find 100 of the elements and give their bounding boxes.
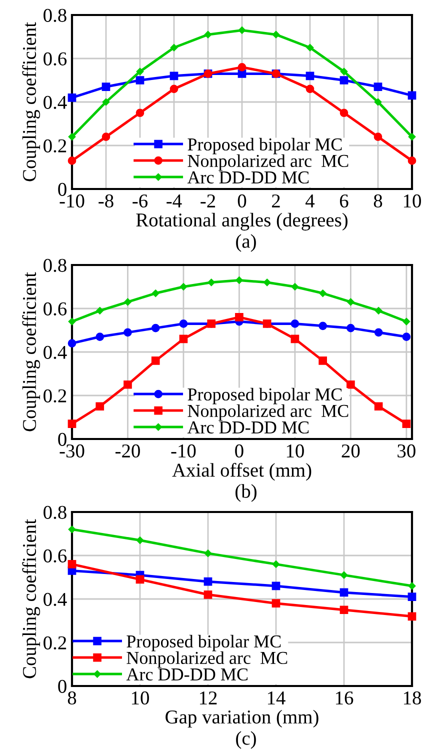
point: [68, 156, 76, 165]
point: [319, 290, 326, 297]
point: [291, 283, 299, 290]
legend-label: Arc DD-DD MC: [126, 668, 248, 681]
point: [272, 582, 280, 590]
x-tick-label: -30: [60, 444, 84, 458]
point: [272, 599, 280, 608]
point: [96, 307, 104, 314]
point: [124, 328, 132, 337]
point: [204, 577, 212, 586]
x-tick-label: 30: [398, 444, 416, 458]
y-tick-label: 0.2: [44, 389, 66, 403]
point: [151, 356, 160, 365]
text: (c): [236, 731, 256, 749]
point: [96, 402, 104, 411]
x-tick-label: 10: [132, 691, 149, 705]
point: [340, 108, 348, 118]
point: [408, 612, 416, 621]
point: [272, 560, 280, 568]
y-axis-title: Coupling coefficient: [22, 272, 40, 432]
point: [124, 298, 132, 306]
x-tick-label: -6: [132, 194, 148, 208]
point: [179, 334, 188, 344]
point: [402, 332, 411, 341]
legend-label: Proposed bipolar MC: [188, 138, 342, 154]
point: [170, 72, 178, 80]
point: [306, 84, 314, 94]
point: [96, 332, 104, 341]
point: [238, 26, 246, 34]
y-axis-title: Coupling coefficient: [22, 22, 40, 182]
x-tick-label: 16: [336, 691, 354, 705]
point: [170, 44, 178, 52]
point: [408, 592, 416, 601]
point: [180, 283, 188, 290]
point: [102, 82, 110, 91]
y-tick-label: 0.2: [44, 139, 66, 153]
point: [272, 30, 280, 38]
y-tick-label: 0.4: [44, 346, 67, 360]
x-axis-title: Rotational angles (degrees): [136, 212, 348, 231]
y-tick-label: 0.4: [44, 96, 67, 110]
x-tick-label: -10: [171, 444, 196, 458]
x-tick-label: -8: [98, 194, 114, 208]
x-tick-label: -20: [116, 444, 140, 458]
y-tick-label: 0: [58, 182, 66, 196]
y-tick-label: 0.6: [44, 302, 67, 316]
legend-label: Nonpolarized arc MC: [126, 651, 288, 668]
y-tick-label: 0.8: [44, 258, 66, 272]
point: [408, 582, 416, 590]
point: [235, 313, 244, 322]
point: [346, 324, 355, 332]
point: [68, 318, 76, 326]
point: [290, 334, 300, 344]
legend-label: Arc DD-DD MC: [187, 171, 309, 184]
point: [68, 560, 76, 568]
point: [408, 133, 416, 140]
point: [68, 93, 76, 102]
point: [340, 571, 348, 579]
x-tick-label: 14: [268, 692, 286, 704]
point: [374, 82, 382, 91]
y-tick-label: 0.8: [44, 8, 66, 22]
point: [340, 588, 348, 597]
point: [136, 76, 144, 84]
point: [170, 84, 178, 94]
x-tick-label: -10: [60, 194, 84, 208]
legend-label: Proposed bipolar MC: [188, 388, 342, 404]
point: [347, 298, 354, 306]
point: [340, 606, 348, 614]
x-tick-label: 6: [340, 194, 348, 208]
x-tick-label: 18: [404, 691, 421, 705]
x-tick-label: 10: [404, 194, 421, 208]
x-tick-label: -2: [200, 194, 216, 208]
x-tick-label: 4: [306, 194, 315, 208]
legend-label: Nonpolarized arc MC: [188, 404, 348, 421]
y-tick-label: 0.6: [44, 549, 67, 563]
point: [236, 276, 243, 284]
point: [68, 133, 76, 140]
point: [374, 307, 382, 314]
point: [263, 278, 271, 286]
y-axis-title: Coupling coefficient: [22, 519, 40, 678]
point: [306, 72, 314, 80]
point: [340, 68, 348, 76]
y-tick-label: 0: [58, 680, 66, 693]
point: [374, 132, 382, 141]
x-tick-label: -4: [166, 194, 182, 208]
text: (a): [236, 234, 256, 252]
y-tick-label: 0.8: [44, 506, 66, 520]
legend-label: Arc DD-DD MC: [187, 421, 309, 434]
y-tick-label: 0.2: [44, 636, 66, 650]
point: [68, 420, 76, 428]
point: [374, 328, 383, 337]
point: [402, 318, 410, 326]
x-tick-label: 8: [374, 194, 382, 208]
point: [204, 550, 212, 557]
x-tick-label: 10: [286, 444, 304, 458]
point: [408, 91, 416, 100]
x-tick-label: 0: [238, 194, 246, 208]
point: [204, 590, 212, 599]
x-axis-title: Gap variation (mm): [166, 710, 318, 728]
x-tick-label: 0: [235, 444, 244, 458]
legend-label: Proposed bipolar MC: [126, 634, 281, 652]
